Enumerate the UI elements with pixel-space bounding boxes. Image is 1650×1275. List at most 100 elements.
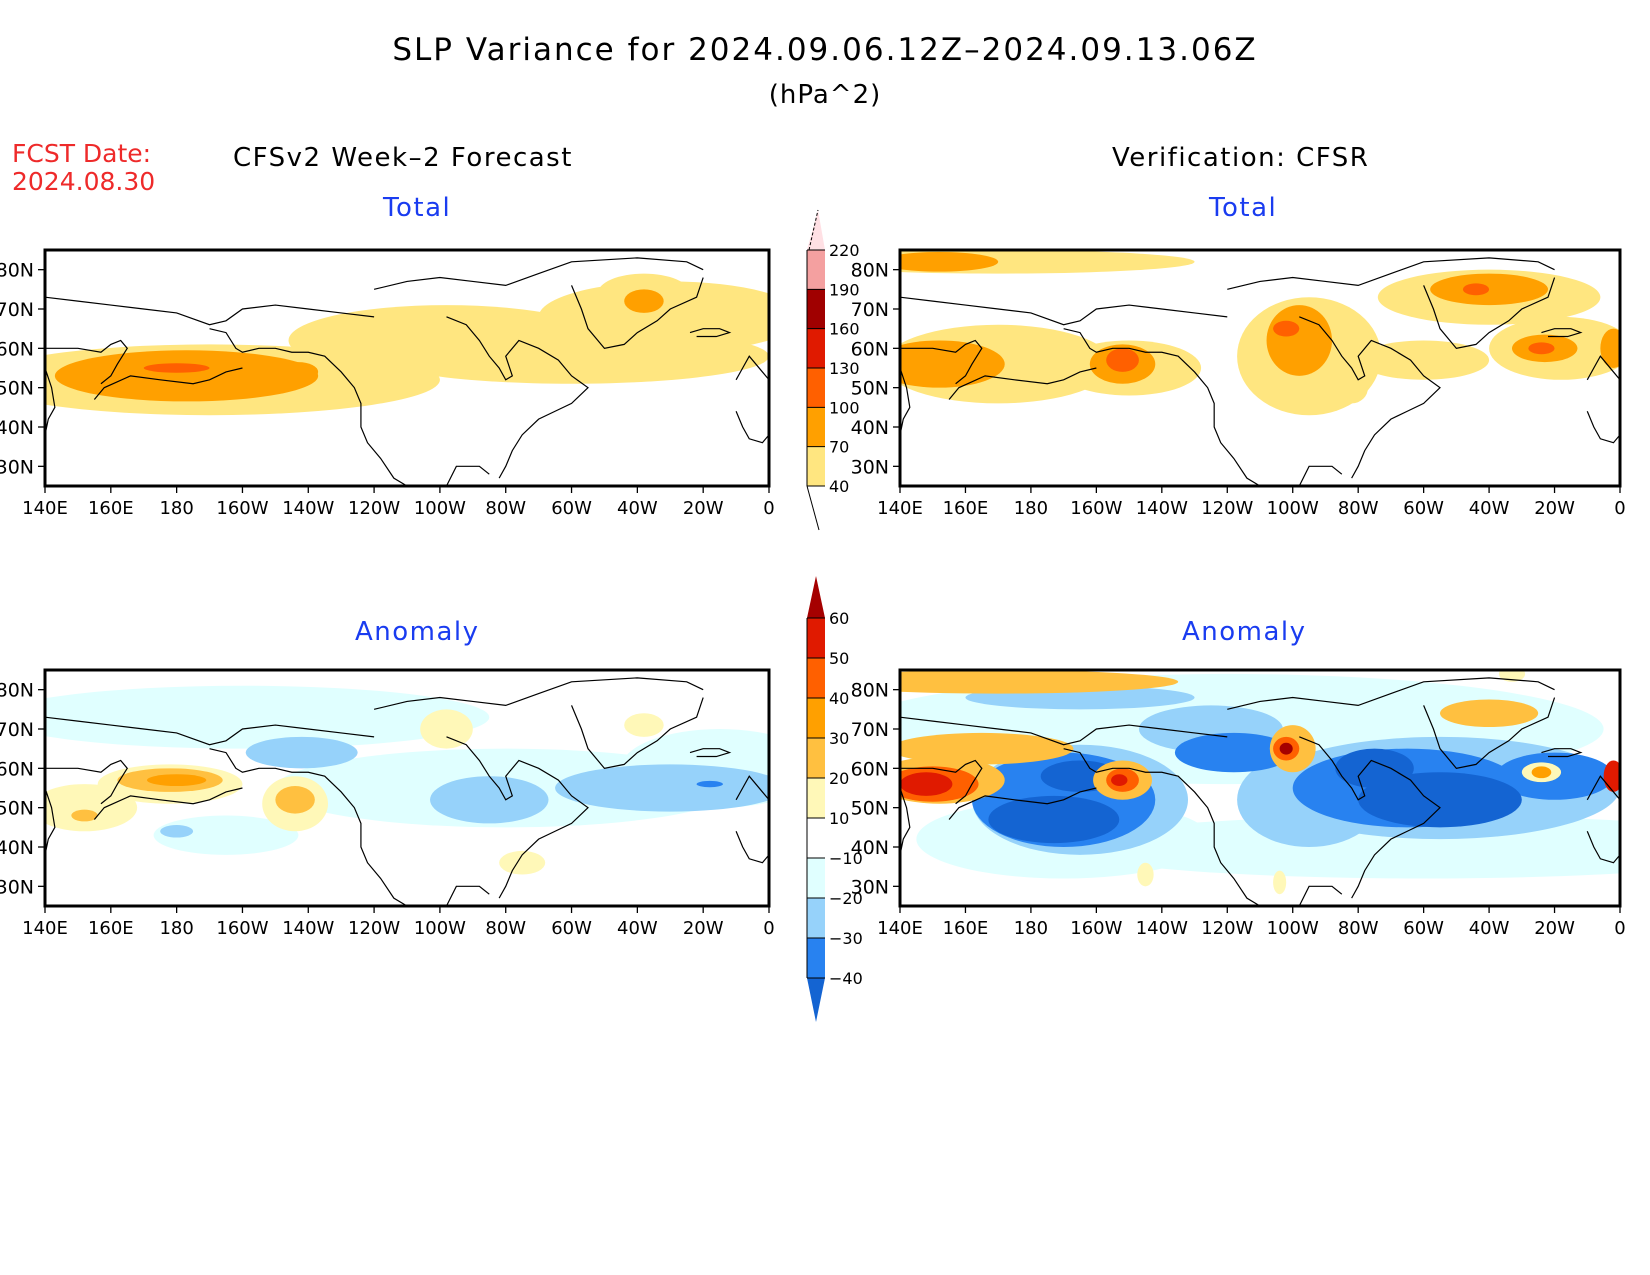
coastline: [1063, 748, 1261, 906]
lon-tick-label: 160E: [943, 498, 989, 519]
colorbar-box: [807, 738, 825, 778]
field-verification-total: [900, 250, 1620, 486]
colorbar-box: [807, 658, 825, 698]
coastline: [45, 367, 56, 435]
contour-fill: [430, 776, 549, 824]
lon-tick-label: 120W: [348, 498, 400, 519]
coastline: [45, 716, 375, 746]
lat-tick-label: 60N: [0, 758, 34, 780]
panel-label-verification-total: Total: [1209, 193, 1278, 223]
coastline: [1541, 748, 1583, 758]
coastline: [446, 316, 589, 479]
lat-tick-label: 60N: [0, 338, 34, 360]
contour-fill: [1603, 760, 1620, 792]
coastline: [1063, 328, 1261, 486]
contour-fill: [1106, 348, 1139, 372]
colorbar-label: 160: [829, 320, 860, 339]
lon-tick-label: 140E: [22, 918, 68, 939]
coastline: [900, 367, 911, 435]
lat-tick-label: 40N: [851, 837, 889, 859]
contour-fill: [278, 362, 319, 382]
lon-tick-label: 0: [1614, 918, 1625, 939]
colorbar-label: −40: [829, 969, 863, 988]
colorbar-total: 40 70 100 130 160 190 220: [806, 209, 860, 531]
contour-fill: [1462, 283, 1490, 296]
coastline: [735, 411, 769, 444]
coastline: [948, 787, 1097, 820]
coastline: [373, 257, 704, 290]
colorbar-label: 60: [829, 609, 849, 628]
colorbar-label: 70: [829, 438, 849, 457]
colorbar-label: 130: [829, 359, 860, 378]
fcst-date-value: 2024.08.30: [12, 167, 156, 196]
contour-fill: [147, 774, 207, 787]
lon-tick-label: 0: [763, 918, 774, 939]
lon-tick-label: 160W: [1070, 498, 1122, 519]
lon-tick-label: 160W: [216, 918, 268, 939]
lon-tick-label: 80W: [485, 498, 526, 519]
contour-fill: [1273, 870, 1287, 895]
colorbar-bottom-extension: [807, 978, 825, 1022]
lat-tick-label: 40N: [0, 837, 34, 859]
coastline: [900, 759, 983, 805]
colorbar-box: [807, 898, 825, 938]
lon-tick-label: 40W: [1469, 918, 1510, 939]
contour-fill: [696, 780, 723, 788]
coastline: [445, 465, 490, 486]
contour-fill: [1137, 862, 1154, 887]
coastline: [1298, 885, 1343, 906]
lon-tick-label: 40W: [617, 918, 658, 939]
lon-tick-label: 140E: [877, 918, 923, 939]
lon-tick-label: 180: [159, 498, 193, 519]
contour-fill: [900, 340, 1005, 388]
lat-tick-label: 50N: [851, 798, 889, 820]
lat-tick-label: 40N: [851, 417, 889, 439]
lon-tick-label: 160E: [88, 918, 134, 939]
panel-label-verification-anomaly: Anomaly: [1182, 617, 1307, 647]
coastline: [1586, 775, 1620, 801]
contour-fill: [624, 289, 664, 313]
contour-fill: [1266, 305, 1332, 376]
lon-tick-label: 100W: [1267, 918, 1319, 939]
lon-tick-label: 120W: [348, 918, 400, 939]
lat-tick-label: 80N: [0, 680, 34, 702]
lat-tick-label: 70N: [0, 719, 34, 741]
lat-tick-label: 60N: [851, 338, 889, 360]
colorbar-box: [807, 446, 825, 486]
colorbar-label: −30: [829, 929, 863, 948]
coastline: [445, 885, 490, 906]
contour-fill: [143, 363, 210, 373]
contour-fill: [1430, 273, 1549, 306]
lon-tick-label: 140E: [877, 498, 923, 519]
contour-fill: [1335, 371, 1368, 404]
lat-tick-label: 80N: [0, 260, 34, 282]
lon-tick-label: 140W: [1136, 918, 1188, 939]
map-frame: [43, 668, 771, 908]
colorbar-label: 100: [829, 398, 860, 417]
lon-tick-label: 60W: [1403, 498, 1444, 519]
colorbar-box: [807, 778, 825, 818]
coastline: [1423, 277, 1556, 349]
coastline: [373, 677, 704, 710]
lat-tick-label: 80N: [851, 680, 889, 702]
lon-tick-label: 20W: [1534, 918, 1575, 939]
coastline: [1298, 465, 1343, 486]
left-column-title: CFSv2 Week–2 Forecast: [233, 143, 573, 173]
contour-fill: [1528, 342, 1555, 355]
coastline: [570, 277, 704, 349]
lon-tick-label: 180: [159, 918, 193, 939]
contour-fill: [160, 824, 194, 838]
coastline: [1227, 677, 1555, 710]
contour-fill: [1174, 732, 1293, 773]
right-column-title: Verification: CFSR: [1112, 143, 1370, 173]
colorbar-label: 40: [829, 689, 849, 708]
map-frame: [43, 248, 771, 488]
map-frame: [898, 668, 1622, 908]
lon-tick-label: 80W: [485, 918, 526, 939]
coastline: [1423, 697, 1556, 769]
lon-tick-label: 140W: [282, 918, 334, 939]
colorbar-top-extension: [807, 576, 825, 618]
colorbar-label: 190: [829, 280, 860, 299]
lat-tick-label: 30N: [851, 456, 889, 478]
coastline: [209, 328, 408, 486]
